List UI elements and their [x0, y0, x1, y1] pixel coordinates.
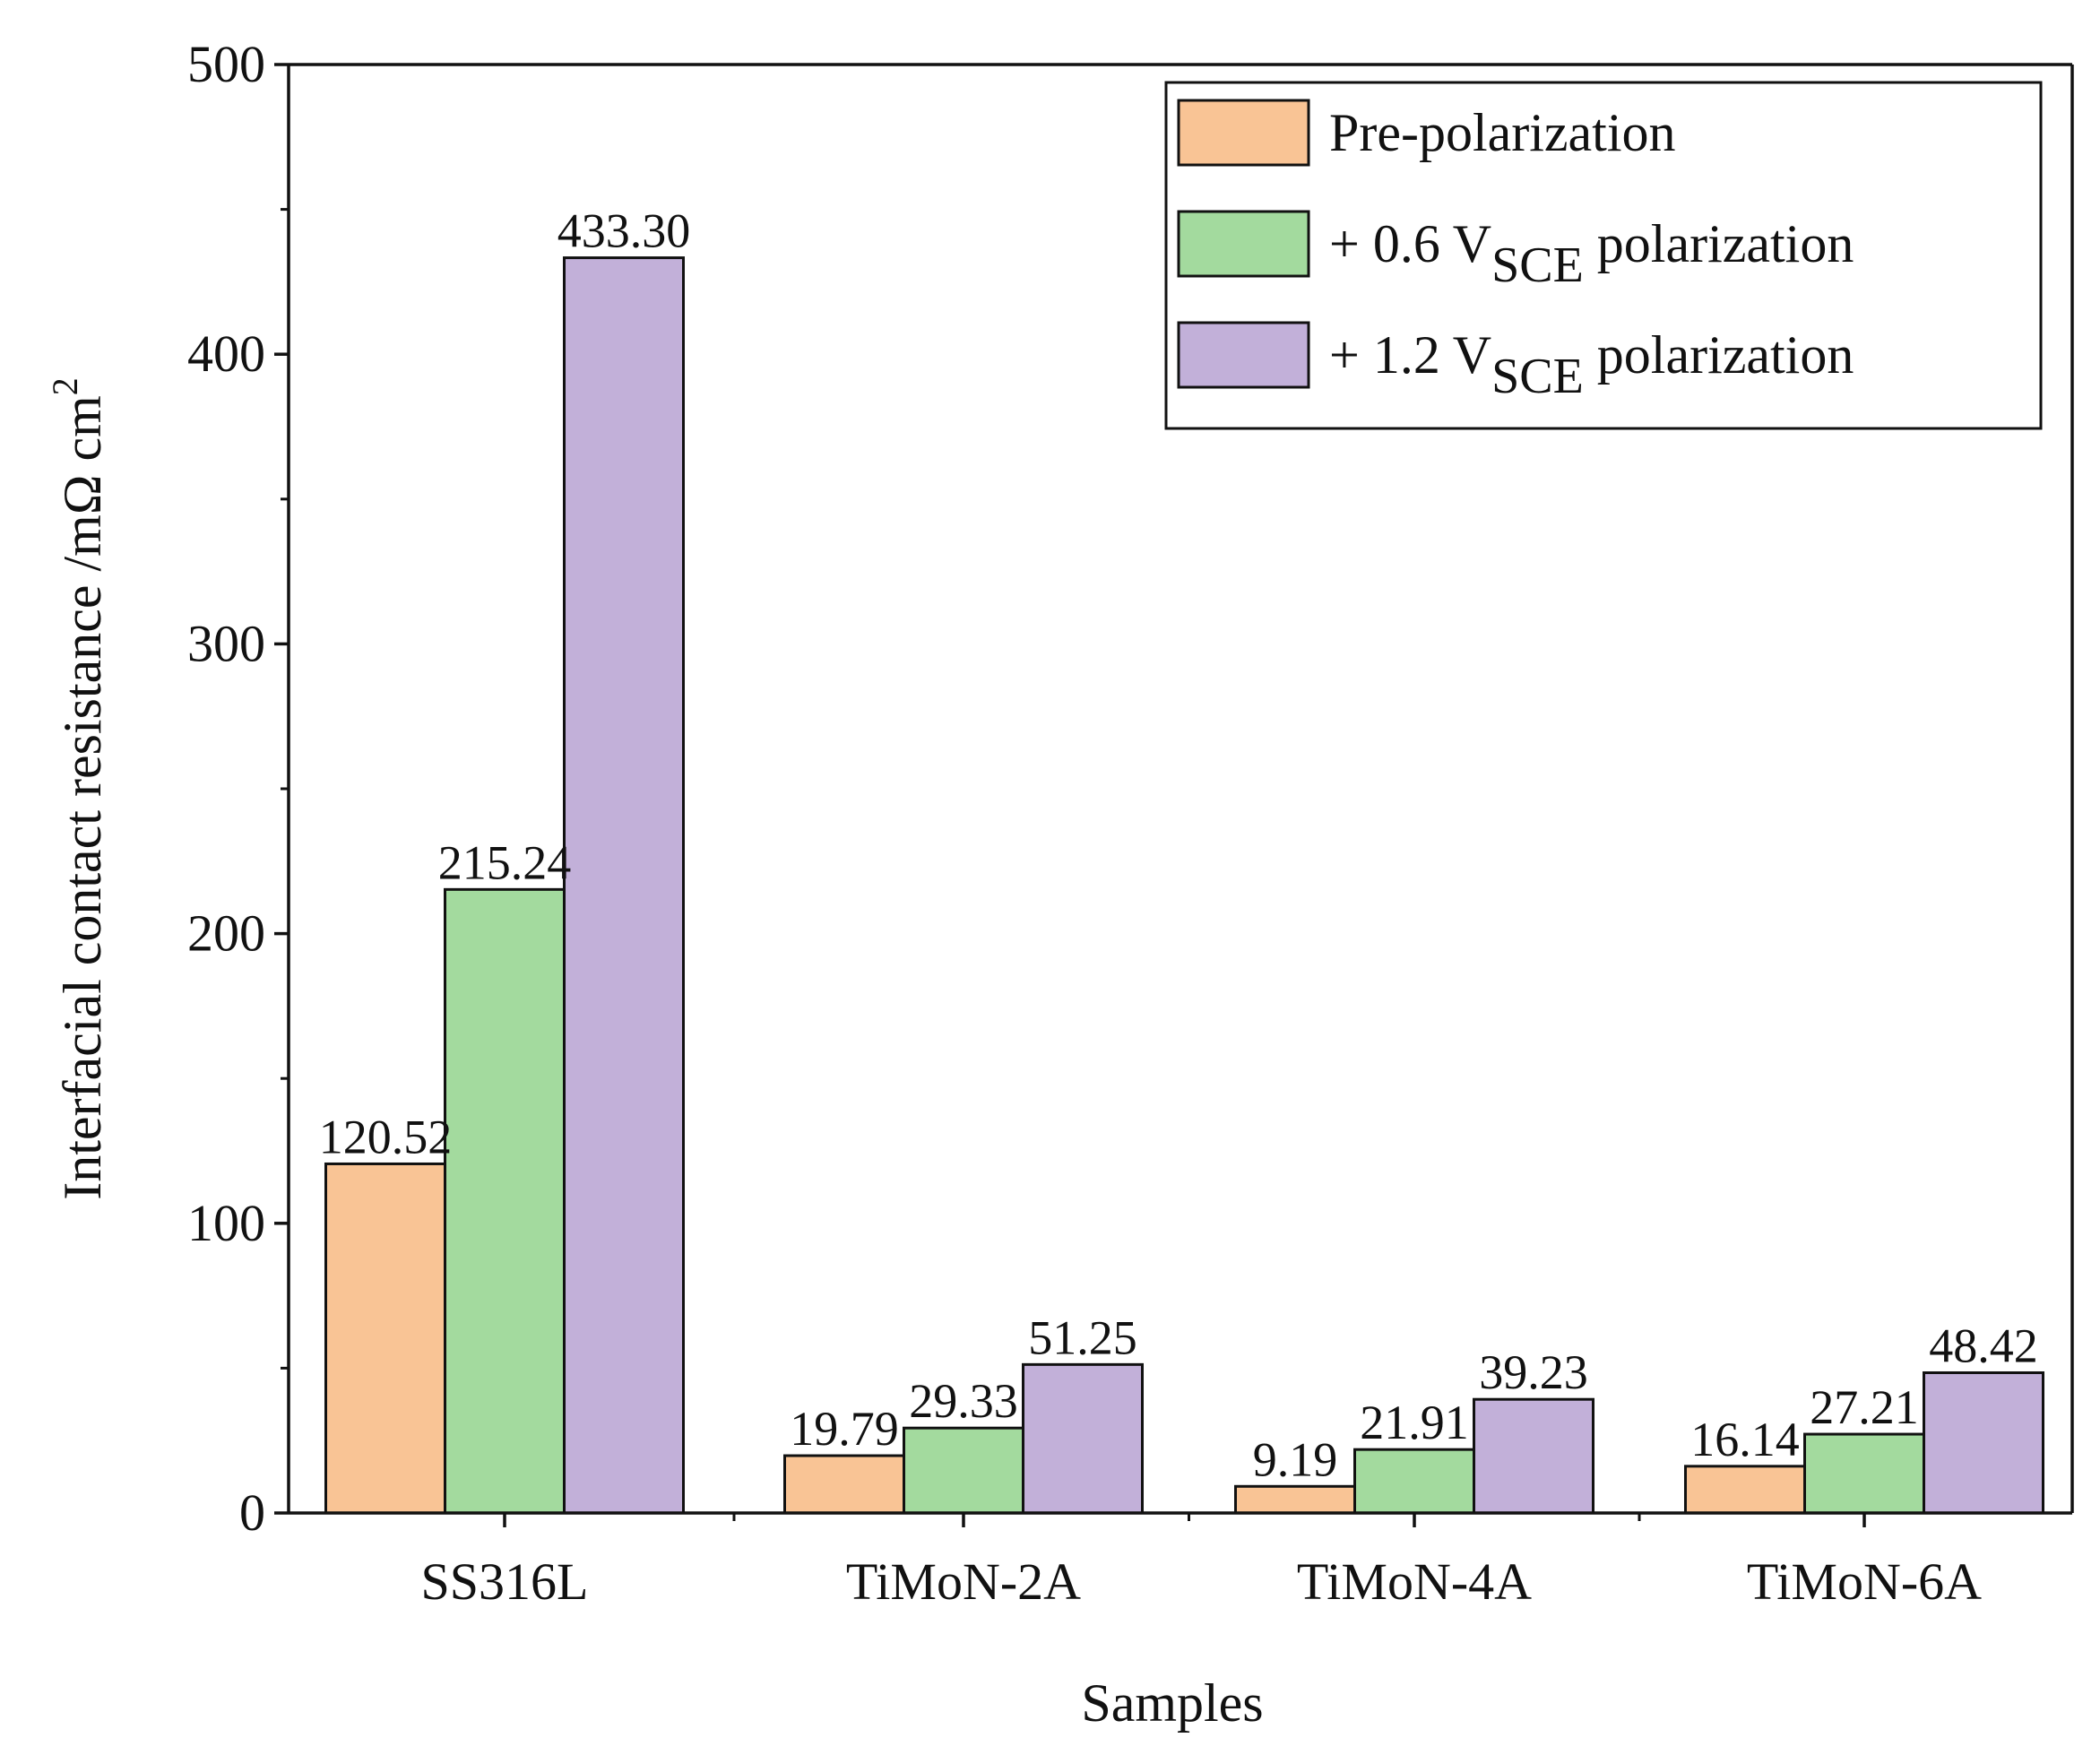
y-axis-title: Interfacial contact resistance /mΩ cm2 [45, 377, 112, 1199]
legend-label-subscript: SCE [1491, 238, 1584, 293]
legend-label-series-1: Pre-polarization [1329, 103, 1676, 162]
bar-value-label: 9.19 [1253, 1432, 1338, 1486]
bar-value-label: 215.24 [438, 835, 572, 889]
legend-swatch-series-3 [1177, 321, 1310, 389]
y-axis-title-main: Interfacial contact resistance /mΩ cm [53, 395, 112, 1199]
bar-timon-2a-series-2 [903, 1426, 1024, 1515]
legend-label-text: + 1.2 V [1329, 325, 1491, 385]
bar-timon-4a-series-1 [1234, 1484, 1356, 1515]
bar-labels-group: 120.52 19.79 9.19 16.14 215.24 29.33 21.91 27.2… [319, 204, 2038, 1487]
bar-value-label: 29.33 [909, 1374, 1018, 1428]
legend-label-series-3: + 1.2 VSCE polarization [1329, 325, 1854, 404]
legend-swatch-series-1 [1177, 99, 1310, 167]
x-tick-label: TiMoN-4A [1297, 1552, 1532, 1611]
y-tick-label: 400 [187, 324, 265, 383]
legend-label-series-2: + 0.6 VSCE polarization [1329, 214, 1854, 293]
x-tick-label: SS316L [421, 1552, 589, 1611]
axes-group: 0 100 200 300 400 500 SS316L TiMoN-2A TiMoN-4A Ti… [45, 35, 2074, 1733]
y-tick-label: 300 [187, 614, 265, 672]
bar-timon-6a-series-2 [1803, 1432, 1925, 1515]
y-tick-label: 200 [187, 904, 265, 963]
x-tick-label: TiMoN-2A [846, 1552, 1081, 1611]
bar-value-label: 120.52 [319, 1110, 453, 1163]
bar-timon-2a-series-3 [1022, 1362, 1144, 1515]
y-tick-label: 100 [187, 1194, 265, 1252]
x-tick-label: TiMoN-6A [1747, 1552, 1982, 1611]
bar-value-label: 51.25 [1028, 1310, 1137, 1364]
legend-label-text: + 0.6 V [1329, 214, 1491, 273]
x-axis-title: Samples [1081, 1673, 1263, 1733]
bar-value-label: 433.30 [557, 204, 691, 258]
bar-timon-4a-series-2 [1353, 1448, 1475, 1515]
bar-ss316l-series-3 [563, 256, 685, 1515]
bar-value-label: 16.14 [1690, 1413, 1800, 1466]
bar-value-label: 19.79 [790, 1402, 899, 1456]
legend-label-text: Pre-polarization [1329, 103, 1676, 162]
y-tick-label: 0 [239, 1483, 265, 1542]
legend-label-subscript: SCE [1491, 349, 1584, 404]
bar-timon-4a-series-3 [1473, 1397, 1594, 1515]
y-tick-label: 500 [187, 35, 265, 93]
legend-box [1164, 81, 2043, 430]
bar-timon-2a-series-1 [783, 1454, 905, 1515]
bar-value-label: 48.42 [1929, 1319, 2038, 1373]
legend-swatch-series-2 [1177, 210, 1310, 278]
bar-value-label: 39.23 [1479, 1345, 1588, 1399]
legend-label-suffix: polarization [1584, 325, 1854, 385]
bar-value-label: 21.91 [1360, 1396, 1469, 1449]
y-axis-title-superscript: 2 [45, 377, 85, 395]
bars-group [324, 256, 2044, 1515]
legend: Pre-polarization+ 0.6 VSCE polarization+… [1164, 81, 2043, 430]
bar-ss316l-series-2 [444, 887, 566, 1515]
bar-value-label: 27.21 [1810, 1380, 1919, 1434]
bar-timon-6a-series-1 [1684, 1465, 1806, 1515]
bar-timon-6a-series-3 [1923, 1371, 2044, 1515]
bar-ss316l-series-1 [324, 1162, 446, 1515]
legend-label-suffix: polarization [1584, 214, 1854, 273]
